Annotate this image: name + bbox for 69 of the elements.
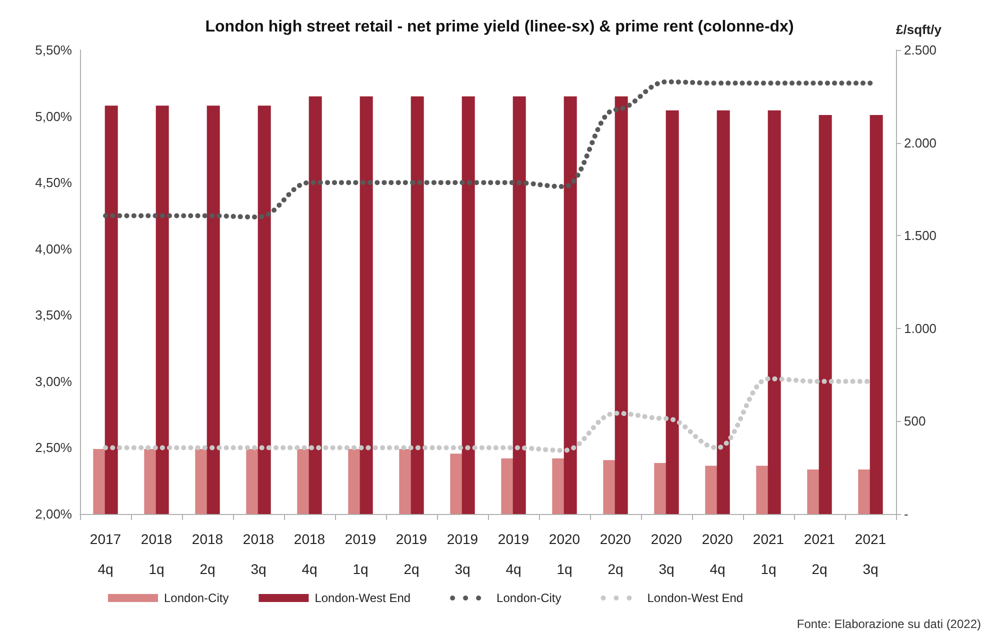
x-tick-label: 2018 2q — [192, 531, 224, 577]
bar — [870, 114, 883, 514]
bar — [206, 106, 220, 514]
bar — [654, 462, 668, 514]
bar — [156, 106, 169, 514]
x-tick-label: 2021 3q — [854, 531, 886, 577]
bar — [308, 96, 322, 514]
legend-label: London-West End — [647, 591, 744, 605]
y2-tick-label: 1.000 — [904, 320, 937, 336]
bar — [552, 458, 566, 514]
bar — [144, 449, 158, 514]
y-tick-label: 2,50% — [35, 440, 72, 456]
x-tick-label: 2017 4q — [90, 531, 122, 577]
bar — [399, 449, 412, 514]
x-tick-label: 2019 1q — [344, 531, 376, 577]
y2-tick-label: 1.500 — [904, 228, 937, 244]
y-tick-label: 3,00% — [35, 374, 72, 389]
bar — [501, 458, 514, 514]
x-tick-label: 2019 3q — [446, 531, 478, 577]
y-tick-label: 5,00% — [35, 108, 72, 124]
bar — [93, 449, 106, 514]
y-tick-label: 5,50% — [35, 42, 72, 58]
x-tick-label: 2020 2q — [600, 531, 632, 577]
bar — [360, 96, 373, 514]
y2-axis-title: £/sqft/y — [896, 22, 942, 37]
y-tick-label: 3,50% — [35, 308, 72, 323]
x-tick-label: 2020 4q — [702, 531, 734, 577]
x-tick-label: 2018 3q — [242, 531, 274, 577]
bar — [614, 96, 628, 514]
y2-tick-label: - — [904, 506, 908, 522]
y-tick-label: 4,00% — [35, 241, 72, 256]
x-tick-label: 2018 4q — [294, 531, 326, 577]
bar — [716, 110, 730, 514]
bar — [450, 454, 464, 514]
y2-tick-label: 500 — [904, 414, 926, 429]
bar — [705, 466, 718, 514]
bar — [297, 449, 310, 514]
bar — [195, 449, 208, 514]
x-tick-label: 2020 3q — [650, 531, 682, 577]
x-tick-label: 2020 1q — [548, 531, 580, 577]
y2-tick-label: 2.000 — [904, 135, 937, 150]
bar — [858, 469, 872, 514]
bar — [666, 110, 679, 514]
x-tick-label: 2018 1q — [140, 531, 172, 577]
bar — [462, 96, 475, 514]
bar — [246, 449, 260, 514]
bar — [104, 106, 118, 514]
bar — [348, 449, 362, 514]
x-tick-label: 2019 4q — [498, 531, 530, 577]
bar — [410, 96, 424, 514]
y-tick-label: 4,50% — [35, 175, 72, 190]
bar — [258, 106, 271, 514]
bar — [756, 466, 770, 514]
bar — [603, 460, 616, 514]
y2-tick-label: 2.500 — [904, 42, 937, 58]
bar — [807, 469, 820, 514]
y-tick-label: 2,00% — [35, 506, 72, 522]
legend-label: London-City — [164, 591, 229, 605]
chart-title: London high street retail - net prime yield (linee-sx) & prime rent (colonne-dx) — [205, 18, 794, 36]
bar — [512, 96, 526, 514]
x-tick-label: 2019 2q — [396, 531, 428, 577]
source-note: Fonte: Elaborazione su dati (2022) — [796, 617, 982, 631]
legend-label: London-West End — [314, 591, 411, 605]
bar — [768, 110, 781, 514]
x-tick-label: 2021 2q — [804, 531, 836, 577]
bar — [818, 114, 832, 514]
legend-label: London-City — [496, 591, 562, 605]
bar — [564, 96, 577, 514]
x-tick-label: 2021 1q — [752, 531, 784, 577]
